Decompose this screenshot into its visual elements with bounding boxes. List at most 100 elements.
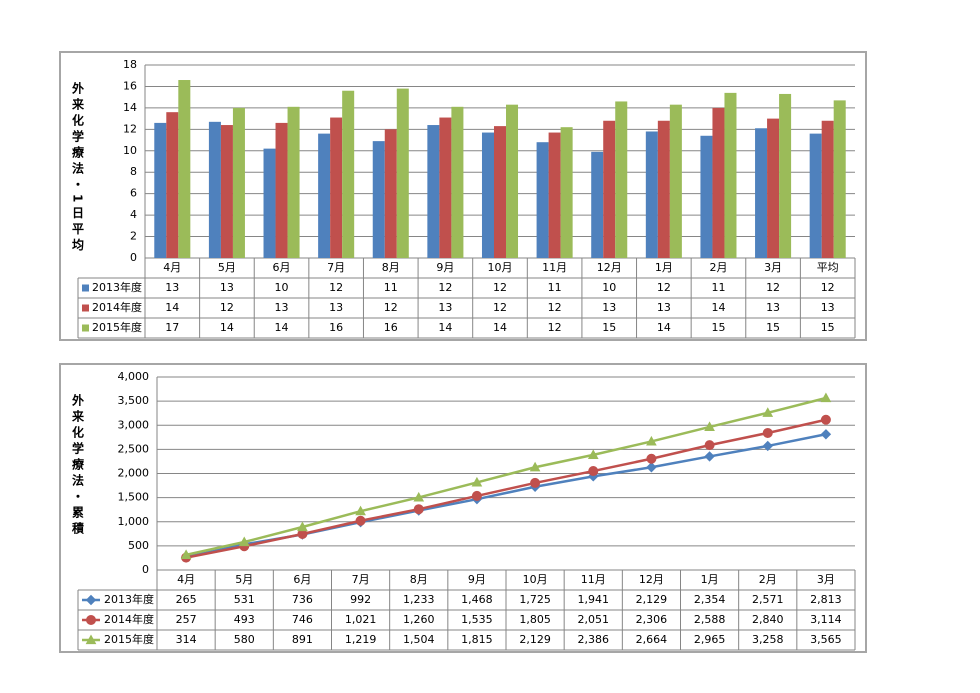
table-cell: 1,535 xyxy=(461,613,493,626)
y-tick-label: 3,500 xyxy=(118,394,150,407)
y-tick-label: 0 xyxy=(130,251,137,264)
table-cell: 13 xyxy=(329,301,343,314)
y-tick-label: 500 xyxy=(128,539,149,552)
x-tick-label: 6月 xyxy=(293,573,311,586)
bar xyxy=(645,131,658,258)
point xyxy=(704,421,715,432)
bar xyxy=(427,125,440,259)
x-tick-label: 4月 xyxy=(163,261,181,274)
table-cell: 16 xyxy=(329,321,343,334)
table-cell: 14 xyxy=(657,321,671,334)
table-cell: 1,219 xyxy=(345,633,377,646)
bar xyxy=(208,121,221,258)
x-tick-label: 1月 xyxy=(655,261,673,274)
x-tick-label: 11月 xyxy=(581,573,606,586)
point xyxy=(762,407,774,417)
table-cell: 1,941 xyxy=(578,593,610,606)
legend-key xyxy=(86,615,96,625)
table-cell: 746 xyxy=(292,613,313,626)
table-cell: 14 xyxy=(275,321,289,334)
legend-label: 2013年度 xyxy=(104,592,154,606)
y-tick-label: 2,000 xyxy=(118,467,150,480)
table-cell: 1,021 xyxy=(345,613,377,626)
bar xyxy=(481,132,494,258)
table-cell: 257 xyxy=(176,613,197,626)
bar xyxy=(591,151,604,258)
table-cell: 2,571 xyxy=(752,593,784,606)
y-tick-label: 2,500 xyxy=(118,442,150,455)
bar xyxy=(384,129,397,258)
table-cell: 2,129 xyxy=(519,633,551,646)
table-cell: 12 xyxy=(493,281,507,294)
bar xyxy=(821,120,834,258)
point xyxy=(588,466,599,477)
table-cell: 2,813 xyxy=(810,593,842,606)
table-cell: 2,354 xyxy=(694,593,726,606)
table-cell: 2,840 xyxy=(752,613,784,626)
table-cell: 12 xyxy=(657,281,671,294)
x-tick-label: 5月 xyxy=(235,573,253,586)
y-axis-label: 外来化学療法・1日平均 xyxy=(71,81,85,255)
legend-key xyxy=(82,324,89,332)
table-cell: 13 xyxy=(821,301,835,314)
point xyxy=(413,491,425,502)
x-tick-label: 2月 xyxy=(759,573,777,586)
bar xyxy=(396,88,409,258)
table-cell: 12 xyxy=(384,301,398,314)
bar xyxy=(755,128,768,258)
table-cell: 13 xyxy=(602,301,616,314)
table-cell: 13 xyxy=(165,281,179,294)
table-cell: 15 xyxy=(711,321,725,334)
table-cell: 265 xyxy=(176,593,197,606)
table-cell: 15 xyxy=(602,321,616,334)
table-cell: 2,965 xyxy=(694,633,726,646)
table-cell: 12 xyxy=(548,321,562,334)
x-tick-label: 1月 xyxy=(701,573,719,586)
bar xyxy=(318,133,331,258)
bar xyxy=(506,104,519,258)
point xyxy=(646,435,657,446)
bar xyxy=(178,80,191,258)
bar xyxy=(330,117,343,259)
bar xyxy=(439,117,452,259)
table-cell: 1,815 xyxy=(461,633,493,646)
table-cell: 12 xyxy=(220,301,234,314)
y-tick-label: 4 xyxy=(130,208,137,221)
legend-key xyxy=(85,634,97,645)
x-tick-label: 12月 xyxy=(639,573,664,586)
y-tick-label: 14 xyxy=(123,101,137,114)
y-tick-label: 8 xyxy=(130,165,137,178)
bar xyxy=(536,142,549,258)
x-tick-label: 4月 xyxy=(177,573,195,586)
table-cell: 12 xyxy=(821,281,835,294)
line xyxy=(185,418,827,559)
bar xyxy=(220,125,233,259)
point xyxy=(530,477,541,488)
table-cell: 2,051 xyxy=(578,613,610,626)
x-tick-label: 9月 xyxy=(468,573,486,586)
bar xyxy=(263,148,276,258)
y-tick-label: 0 xyxy=(142,563,149,576)
line xyxy=(185,396,827,557)
table-cell: 2,129 xyxy=(636,593,668,606)
table-cell: 11 xyxy=(548,281,562,294)
point xyxy=(355,515,366,526)
bar xyxy=(548,132,561,258)
bar xyxy=(833,100,846,258)
chart-frame xyxy=(59,363,867,653)
table-cell: 12 xyxy=(548,301,562,314)
bar xyxy=(372,141,385,258)
table-cell: 13 xyxy=(438,301,452,314)
table-cell: 1,260 xyxy=(403,613,435,626)
point xyxy=(529,461,541,472)
table-cell: 1,725 xyxy=(519,593,551,606)
x-tick-label: 3月 xyxy=(764,261,782,274)
table-cell: 1,233 xyxy=(403,593,435,606)
bar xyxy=(451,106,464,258)
point xyxy=(704,440,715,451)
x-tick-label: 3月 xyxy=(817,573,835,586)
bar xyxy=(615,101,628,258)
point xyxy=(238,536,250,547)
y-tick-label: 1,000 xyxy=(118,515,150,528)
bar xyxy=(700,135,713,258)
